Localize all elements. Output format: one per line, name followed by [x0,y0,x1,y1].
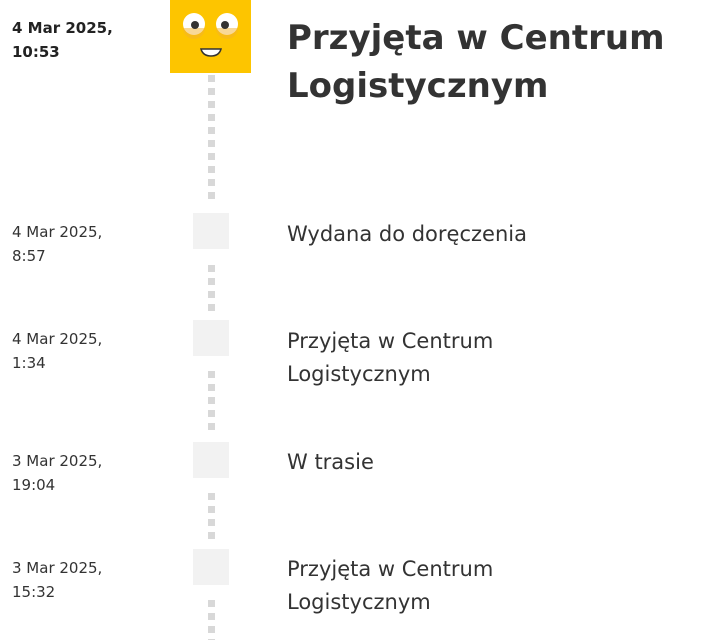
event-status: Przyjęta w Centrum Logistycznym [287,18,665,106]
event-date: 4 Mar 2025, 1:34 [12,330,103,372]
timeline-connector [208,493,215,539]
event-status: Wydana do doręczenia [287,222,527,246]
timeline-connector [208,265,215,311]
timeline-marker [193,549,229,585]
event-date: 3 Mar 2025, 15:32 [12,559,103,601]
event-date: 4 Mar 2025, 8:57 [12,223,103,265]
timeline-marker [193,213,229,249]
timeline-connector [208,600,215,640]
timeline-marker [193,320,229,356]
event-status: W trasie [287,450,374,474]
timeline-connector [208,75,215,199]
timeline-connector [208,371,215,431]
event-date: 3 Mar 2025, 19:04 [12,452,103,494]
timeline-marker [193,442,229,478]
event-date: 4 Mar 2025, 10:53 [12,19,113,61]
mascot-logo-icon [170,0,251,73]
event-status: Przyjęta w Centrum Logistycznym [287,329,494,386]
event-status: Przyjęta w Centrum Logistycznym [287,557,494,614]
